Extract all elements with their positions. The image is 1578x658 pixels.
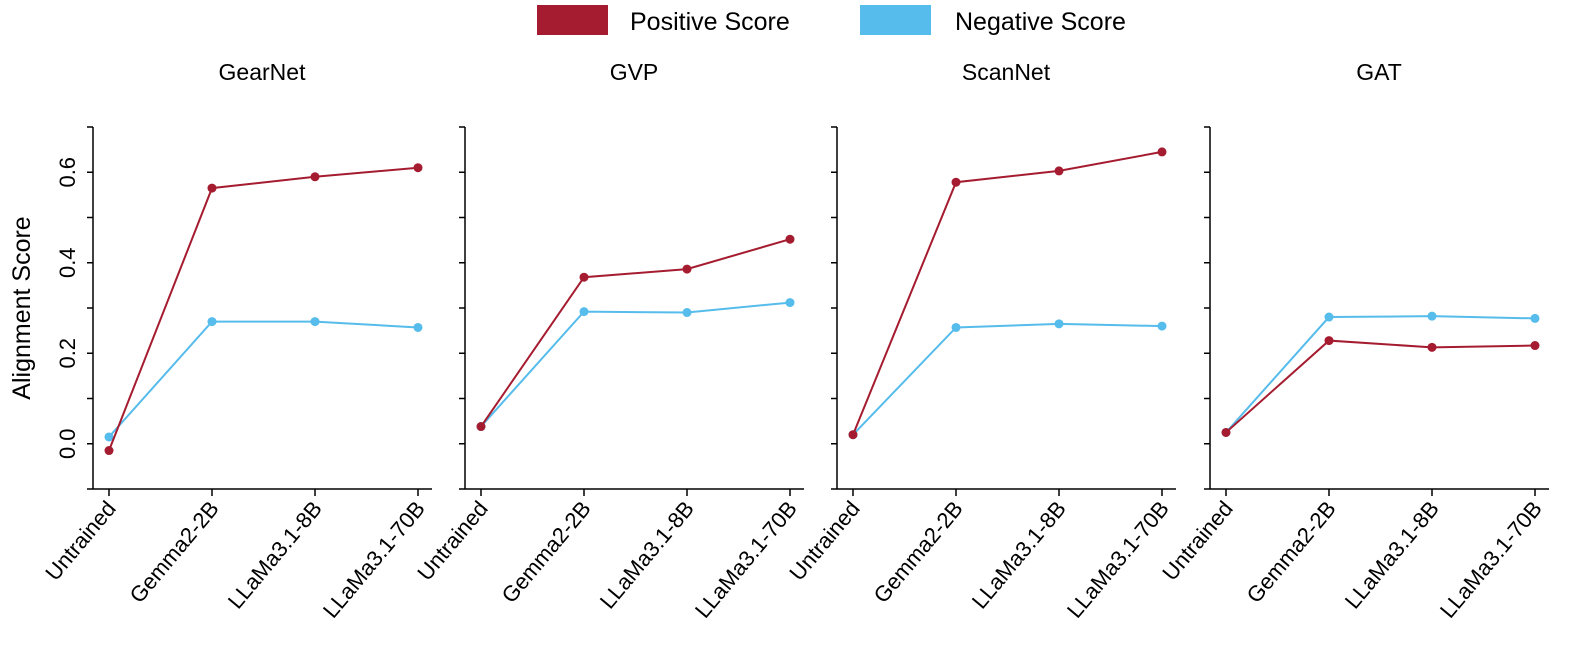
x-tick-label: LLaMa3.1-70B: [1435, 496, 1547, 623]
series-line: [108, 320, 419, 438]
data-point: [104, 446, 114, 456]
data-point: [1157, 147, 1167, 157]
y-axis-label: Alignment Score: [8, 216, 36, 399]
series-negative: [1221, 311, 1540, 437]
series-negative: [848, 319, 1167, 440]
data-point: [682, 264, 692, 274]
data-point: [1427, 311, 1437, 321]
data-point: [1427, 342, 1437, 352]
data-point: [579, 307, 589, 317]
x-tick-label: LLaMa3.1-8B: [595, 496, 699, 613]
data-point: [413, 322, 423, 332]
x-tick-label: LLaMa3.1-70B: [1062, 496, 1174, 623]
series-positive: [848, 147, 1167, 440]
data-point: [207, 183, 217, 193]
legend-swatch: [537, 5, 608, 35]
panel-title: GAT: [1356, 59, 1402, 85]
series-negative: [104, 317, 423, 442]
x-tick-label: Gemma2-2B: [497, 496, 596, 608]
y-tick-label: 0.4: [55, 247, 80, 278]
data-point: [951, 322, 961, 332]
legend-swatch: [860, 5, 931, 35]
data-point: [310, 172, 320, 182]
x-tick-label: LLaMa3.1-8B: [223, 496, 327, 613]
series-positive: [476, 234, 795, 432]
x-tick-label: LLaMa3.1-8B: [1340, 496, 1444, 613]
y-tick-label: 0.0: [55, 428, 80, 459]
x-tick-label: Untrained: [40, 496, 120, 585]
data-point: [1324, 312, 1334, 322]
legend-label: Negative Score: [955, 8, 1126, 36]
data-point: [848, 430, 858, 440]
x-tick-label: LLaMa3.1-70B: [690, 496, 802, 623]
data-point: [785, 298, 795, 308]
data-point: [476, 422, 486, 432]
series-line: [108, 166, 419, 451]
y-tick-label: 0.2: [55, 338, 80, 369]
panel-title: GearNet: [219, 59, 307, 85]
data-point: [951, 177, 961, 187]
data-point: [1324, 336, 1334, 346]
data-point: [785, 234, 795, 244]
x-tick-label: LLaMa3.1-8B: [967, 496, 1071, 613]
data-point: [682, 308, 692, 318]
series-positive: [1221, 336, 1540, 437]
data-point: [1530, 341, 1540, 351]
data-point: [207, 317, 217, 327]
x-tick-label: Gemma2-2B: [869, 496, 968, 608]
panel-title: ScanNet: [962, 59, 1051, 85]
legend-item-1: Negative Score: [860, 5, 1126, 36]
legend-item-0: Positive Score: [537, 5, 790, 36]
x-tick-label: Gemma2-2B: [1242, 496, 1341, 608]
data-point: [1054, 319, 1064, 329]
panel-title: GVP: [610, 59, 659, 85]
data-point: [1157, 321, 1167, 331]
data-point: [1530, 313, 1540, 323]
data-point: [1054, 166, 1064, 176]
series-line: [1225, 339, 1536, 434]
x-tick-label: LLaMa3.1-70B: [318, 496, 430, 623]
x-tick-label: Gemma2-2B: [125, 496, 224, 608]
series-positive: [104, 163, 423, 456]
y-tick-label: 0.6: [55, 157, 80, 188]
series-line: [852, 322, 1163, 436]
data-point: [579, 272, 589, 282]
data-point: [310, 317, 320, 327]
series-line: [480, 301, 791, 428]
data-point: [413, 163, 423, 173]
series-line: [852, 150, 1163, 436]
series-line: [1225, 315, 1536, 434]
data-point: [1221, 427, 1231, 437]
series-line: [480, 238, 791, 428]
legend-label: Positive Score: [630, 8, 790, 36]
data-point: [104, 432, 114, 442]
